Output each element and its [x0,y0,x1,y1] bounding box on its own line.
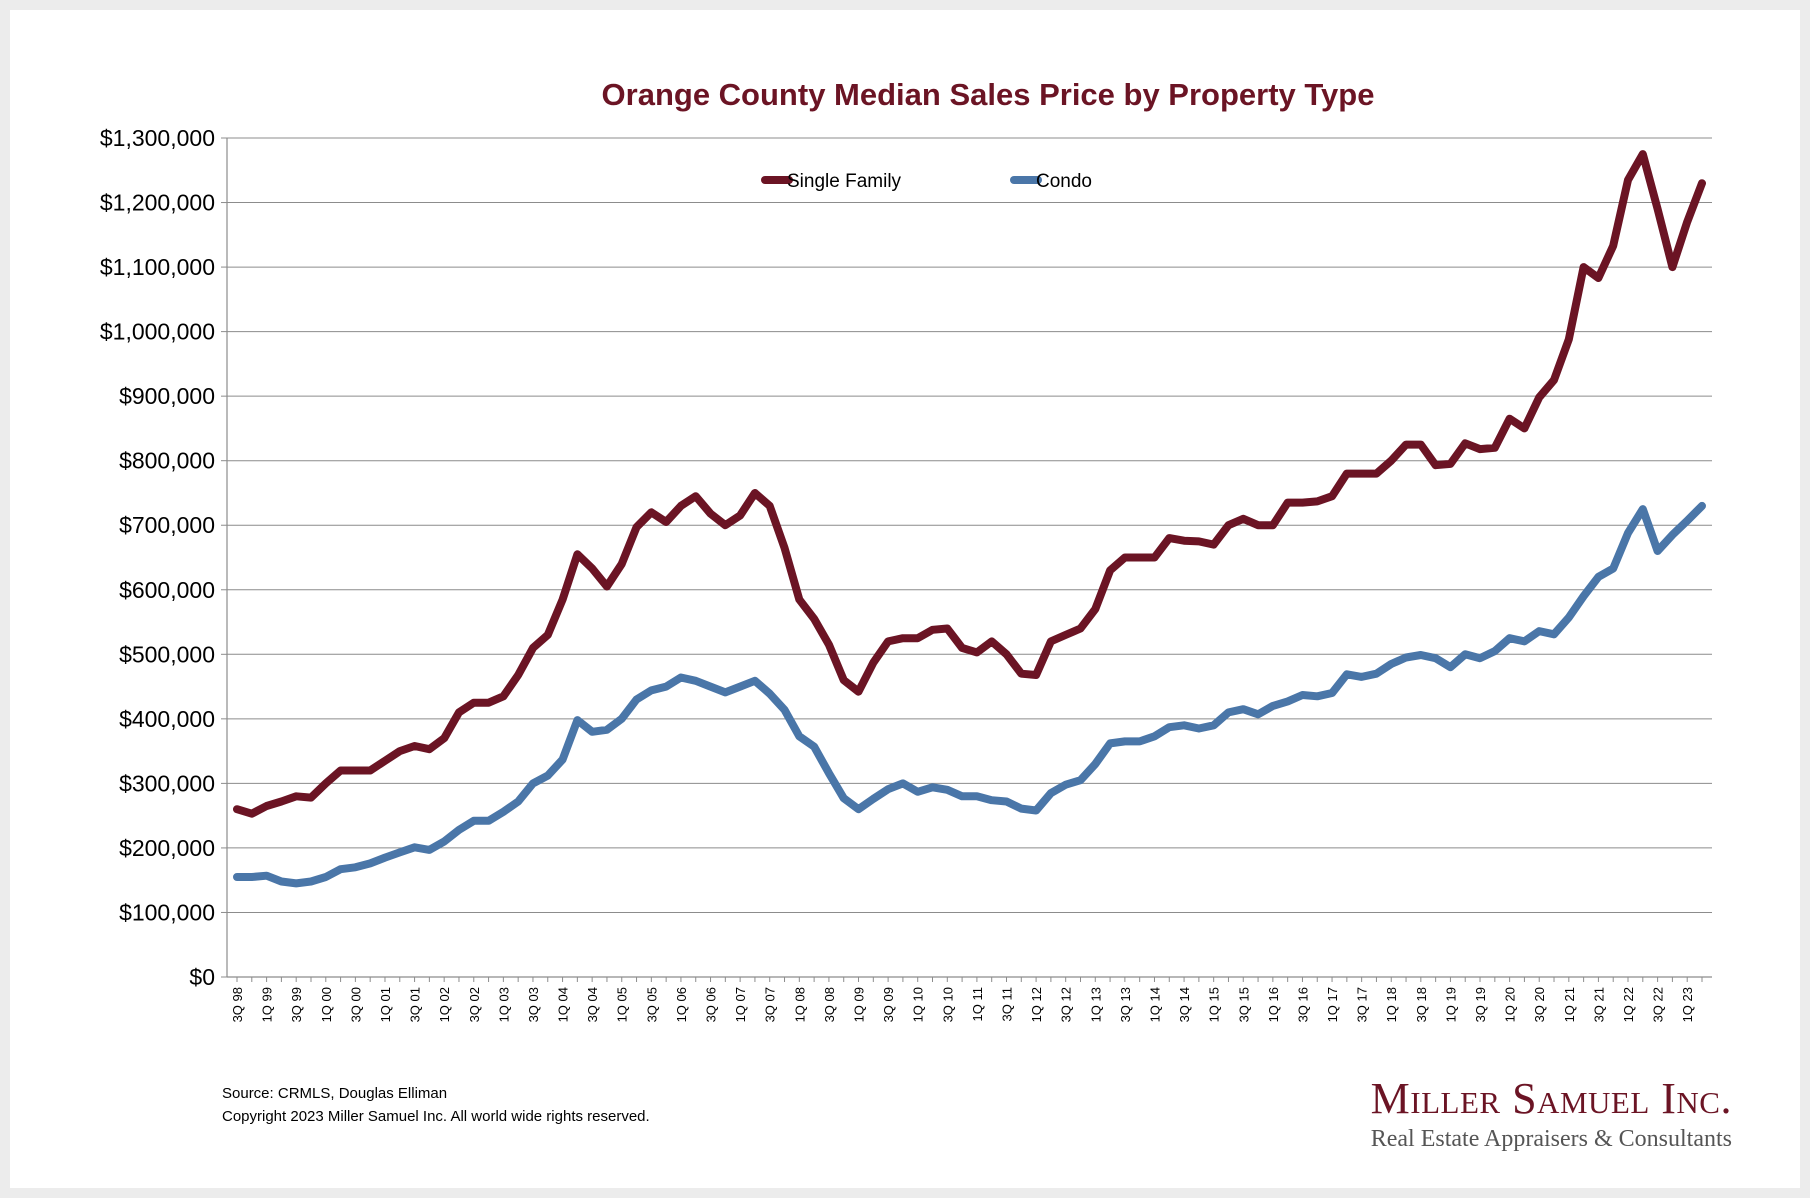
x-axis-ticks: 3Q 98 1Q 99 3Q 99 1Q 00 3Q 00 1Q 01 3Q 01 1Q 02… [230,987,1695,1022]
x-tick-label: 3Q 03 [526,987,541,1022]
x-tick-label: 3Q 10 [940,987,955,1022]
x-tick-label: 3Q 14 [1177,987,1192,1022]
x-axis [226,138,1712,982]
y-tick-label: $600,000 [119,577,215,603]
x-tick-label: 1Q 13 [1088,987,1103,1022]
x-tick-label: 1Q 99 [260,987,275,1022]
x-tick-label: 1Q 09 [852,987,867,1022]
source-text: Source: CRMLS, Douglas Elliman [222,1085,448,1102]
logo-name: Miller Samuel Inc. [1370,1074,1732,1123]
legend-label: Single Family [787,171,902,192]
x-tick-label: 3Q 12 [1059,987,1074,1022]
y-tick-label: $100,000 [119,899,215,925]
x-tick-label: 3Q 13 [1118,987,1133,1022]
x-tick-label: 3Q 08 [822,987,837,1022]
x-tick-label: 3Q 21 [1591,987,1606,1022]
x-tick-label: 1Q 20 [1503,987,1518,1022]
x-tick-label: 1Q 18 [1384,987,1399,1022]
x-tick-label: 1Q 03 [496,987,511,1022]
series-line-single-family [233,150,1706,818]
x-tick-label: 3Q 06 [704,987,719,1022]
x-tick-label: 1Q 02 [437,987,452,1022]
x-tick-label: 3Q 22 [1651,987,1666,1022]
x-tick-label: 1Q 05 [615,987,630,1022]
x-tick-label: 3Q 98 [230,987,245,1022]
x-tick-label: 3Q 16 [1295,987,1310,1022]
y-tick-label: $200,000 [119,835,215,861]
x-tick-label: 3Q 04 [585,987,600,1022]
gridlines [221,137,1712,978]
x-tick-label: 3Q 99 [289,987,304,1022]
y-tick-label: $1,000,000 [100,319,215,345]
x-tick-label: 1Q 06 [674,987,689,1022]
x-tick-label: 3Q 07 [763,987,778,1022]
x-tick-label: 3Q 05 [644,987,659,1022]
x-tick-label: 1Q 22 [1621,987,1636,1022]
y-axis-ticks: $0 $100,000 $200,000 $300,000 $400,000 $500,0… [100,125,215,990]
y-tick-label: $900,000 [119,383,215,409]
x-tick-label: 1Q 17 [1325,987,1340,1022]
y-tick-label: $0 [189,964,215,990]
y-tick-label: $700,000 [119,512,215,538]
logo-tagline: Real Estate Appraisers & Consultants [1370,1126,1732,1152]
legend-label: Condo [1036,171,1092,192]
company-logo: Miller Samuel Inc. Real Estate Appraiser… [1362,1074,1732,1154]
x-tick-label: 3Q 18 [1414,987,1429,1022]
source-note: Source: CRMLS, Douglas Elliman Copyright… [222,1082,650,1128]
x-tick-label: 1Q 10 [911,987,926,1022]
x-tick-label: 1Q 23 [1680,987,1695,1022]
series-lines [233,150,1706,888]
x-tick-label: 1Q 14 [1147,987,1162,1022]
x-tick-label: 1Q 19 [1443,987,1458,1022]
y-tick-label: $300,000 [119,770,215,796]
x-tick-label: 1Q 00 [319,987,334,1022]
x-tick-label: 3Q 09 [881,987,896,1022]
x-tick-label: 1Q 04 [556,987,571,1022]
x-tick-label: 1Q 12 [1029,987,1044,1022]
x-tick-label: 3Q 19 [1473,987,1488,1022]
x-tick-label: 1Q 08 [792,987,807,1022]
x-tick-label: 1Q 01 [378,987,393,1022]
x-tick-label: 1Q 11 [970,987,985,1021]
x-tick-label: 3Q 17 [1355,987,1370,1022]
chart-frame: Orange County Median Sales Price by Prop… [10,10,1800,1188]
x-tick-label: 1Q 15 [1207,987,1222,1022]
y-tick-label: $800,000 [119,448,215,474]
legend: Single Family Condo [761,171,1092,192]
y-tick-label: $1,100,000 [100,254,215,280]
line-chart: Orange County Median Sales Price by Prop… [100,77,1712,1022]
x-tick-label: 1Q 07 [733,987,748,1022]
y-tick-label: $1,300,000 [100,125,215,151]
chart-title: Orange County Median Sales Price by Prop… [602,77,1375,112]
x-tick-label: 3Q 02 [467,987,482,1022]
y-tick-label: $1,200,000 [100,190,215,216]
series-line-condo [233,501,1706,888]
x-tick-label: 3Q 20 [1532,987,1547,1022]
x-tick-label: 3Q 11 [999,987,1014,1021]
x-tick-label: 3Q 00 [348,987,363,1022]
x-tick-label: 1Q 16 [1266,987,1281,1022]
copyright-text: Copyright 2023 Miller Samuel Inc. All wo… [222,1108,650,1125]
y-tick-label: $500,000 [119,641,215,667]
x-tick-label: 3Q 01 [408,987,423,1022]
y-tick-label: $400,000 [119,706,215,732]
x-tick-label: 1Q 21 [1562,987,1577,1022]
x-tick-label: 3Q 15 [1236,987,1251,1022]
